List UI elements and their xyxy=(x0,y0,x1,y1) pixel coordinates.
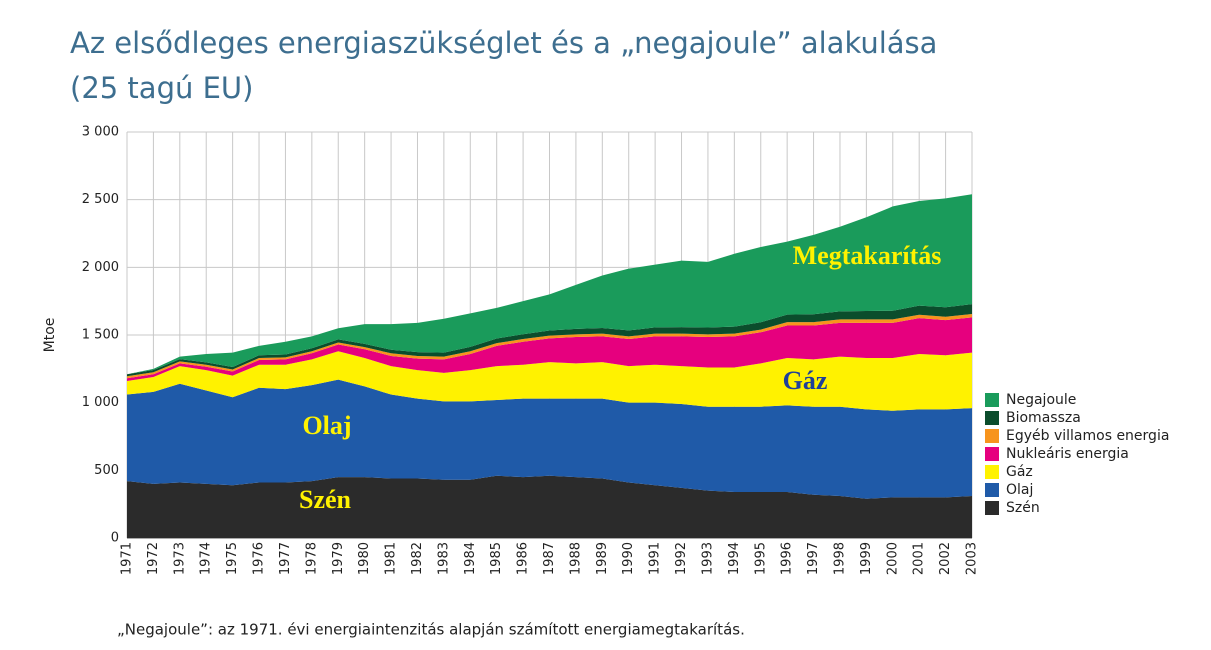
x-tick-label: 1977 xyxy=(278,542,293,575)
x-tick-label: 1991 xyxy=(648,542,663,575)
x-tick-label: 1990 xyxy=(621,542,636,575)
x-tick-label: 1974 xyxy=(199,542,214,575)
x-tick-label: 2003 xyxy=(965,542,980,575)
annotation: Gáz xyxy=(783,366,828,395)
x-tick-label: 1992 xyxy=(674,542,689,575)
x-tick-label: 2000 xyxy=(885,542,900,575)
footnote: „Negajoule”: az 1971. évi energiaintenzi… xyxy=(117,621,745,639)
y-tick-label: 2 500 xyxy=(82,192,119,207)
x-tick-label: 1989 xyxy=(595,542,610,575)
legend-label: Nukleáris energia xyxy=(1006,446,1129,462)
x-tick-label: 2002 xyxy=(938,542,953,575)
legend-swatch xyxy=(985,411,999,425)
x-tick-label: 1971 xyxy=(120,542,135,575)
legend-swatch xyxy=(985,429,999,443)
annotation: Olaj xyxy=(302,411,351,440)
x-tick-label: 1997 xyxy=(806,542,821,575)
legend-swatch xyxy=(985,447,999,461)
legend-label: Egyéb villamos energia xyxy=(1006,428,1169,444)
x-tick-label: 1981 xyxy=(384,542,399,575)
y-tick-label: 0 xyxy=(111,531,119,546)
x-tick-label: 1994 xyxy=(727,542,742,575)
x-tick-label: 1983 xyxy=(436,542,451,575)
x-tick-label: 1982 xyxy=(410,542,425,575)
legend-swatch xyxy=(985,393,999,407)
legend-swatch xyxy=(985,465,999,479)
annotation: Nukleáris xyxy=(789,328,897,357)
x-tick-label: 1980 xyxy=(357,542,372,575)
x-tick-label: 1993 xyxy=(700,542,715,575)
area xyxy=(127,317,972,382)
x-tick-label: 2001 xyxy=(912,542,927,575)
x-tick-label: 1972 xyxy=(146,542,161,575)
x-tick-label: 1999 xyxy=(859,542,874,575)
legend-swatch xyxy=(985,501,999,515)
x-tick-label: 1995 xyxy=(753,542,768,575)
x-tick-label: 1978 xyxy=(304,542,319,575)
x-tick-label: 1988 xyxy=(568,542,583,575)
x-tick-label: 1975 xyxy=(225,542,240,575)
y-tick-label: 500 xyxy=(94,463,119,478)
chart-title: (25 tagú EU) xyxy=(70,71,253,105)
x-tick-label: 1985 xyxy=(489,542,504,575)
area xyxy=(127,351,972,411)
areas xyxy=(127,194,972,538)
x-tick-label: 1986 xyxy=(516,542,531,575)
legend-label: Gáz xyxy=(1006,464,1033,480)
legend-label: Negajoule xyxy=(1006,392,1076,408)
legend-label: Biomassza xyxy=(1006,410,1081,426)
area xyxy=(127,314,972,379)
area xyxy=(127,379,972,499)
area xyxy=(127,304,972,377)
annotation: Szén xyxy=(299,485,352,514)
area xyxy=(127,475,972,538)
y-axis-label: Mtoe xyxy=(42,318,58,353)
x-tick-label: 1979 xyxy=(331,542,346,575)
y-tick-label: 3 000 xyxy=(82,125,119,140)
labels: Negajoule Biomassza Egyéb villamos energia… xyxy=(299,241,1169,516)
y-tick-label: 1 500 xyxy=(82,328,119,343)
chart-title: Az elsődleges energiaszükséglet és a „ne… xyxy=(70,26,937,60)
x-tick-label: 1998 xyxy=(832,542,847,575)
x-tick-label: 1973 xyxy=(172,542,187,575)
x-tick-label: 1976 xyxy=(252,542,267,575)
x-tick-label: 1996 xyxy=(780,542,795,575)
x-tick-label: 1987 xyxy=(542,542,557,575)
y-tick-label: 2 000 xyxy=(82,260,119,275)
legend-swatch xyxy=(985,483,999,497)
y-tick-label: 1 000 xyxy=(82,395,119,410)
x-tick-label: 1984 xyxy=(463,542,478,575)
annotation: Megtakarítás xyxy=(793,241,942,270)
legend-label: Szén xyxy=(1006,500,1040,516)
legend-label: Olaj xyxy=(1006,482,1033,498)
area xyxy=(127,194,972,375)
